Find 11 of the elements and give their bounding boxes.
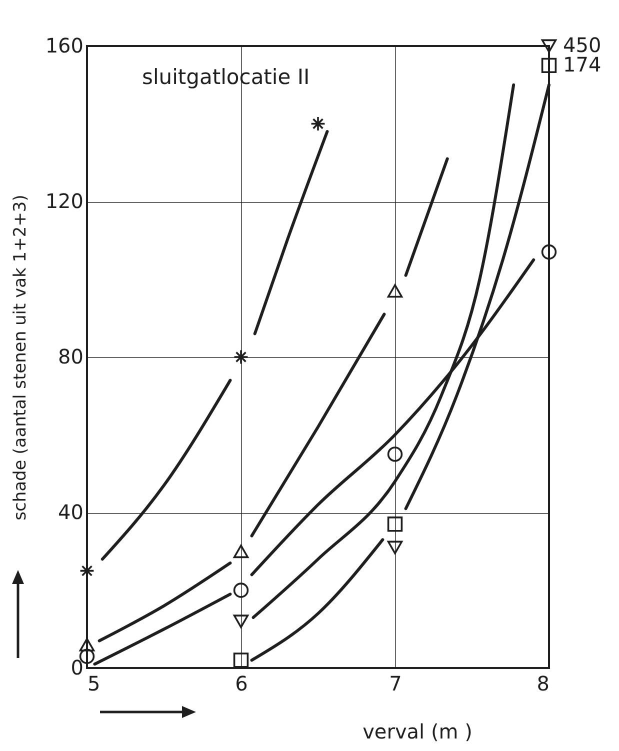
x-tick-label: 5	[88, 672, 100, 696]
y-tick-label: 40	[58, 500, 84, 524]
y-axis-title: schade (aantal stenen uit vak 1+2+3)	[10, 194, 30, 520]
x-tick-label: 8	[536, 672, 550, 696]
y-tick-label: 160	[45, 34, 84, 58]
y-tick-label: 0	[70, 656, 84, 680]
x-axis-title: verval (m )	[362, 720, 472, 744]
y-tick-label: 120	[45, 189, 84, 213]
x-tick-label: 7	[389, 672, 402, 696]
x-tick-label: 6	[235, 672, 248, 696]
y-tick-label: 80	[58, 344, 84, 368]
